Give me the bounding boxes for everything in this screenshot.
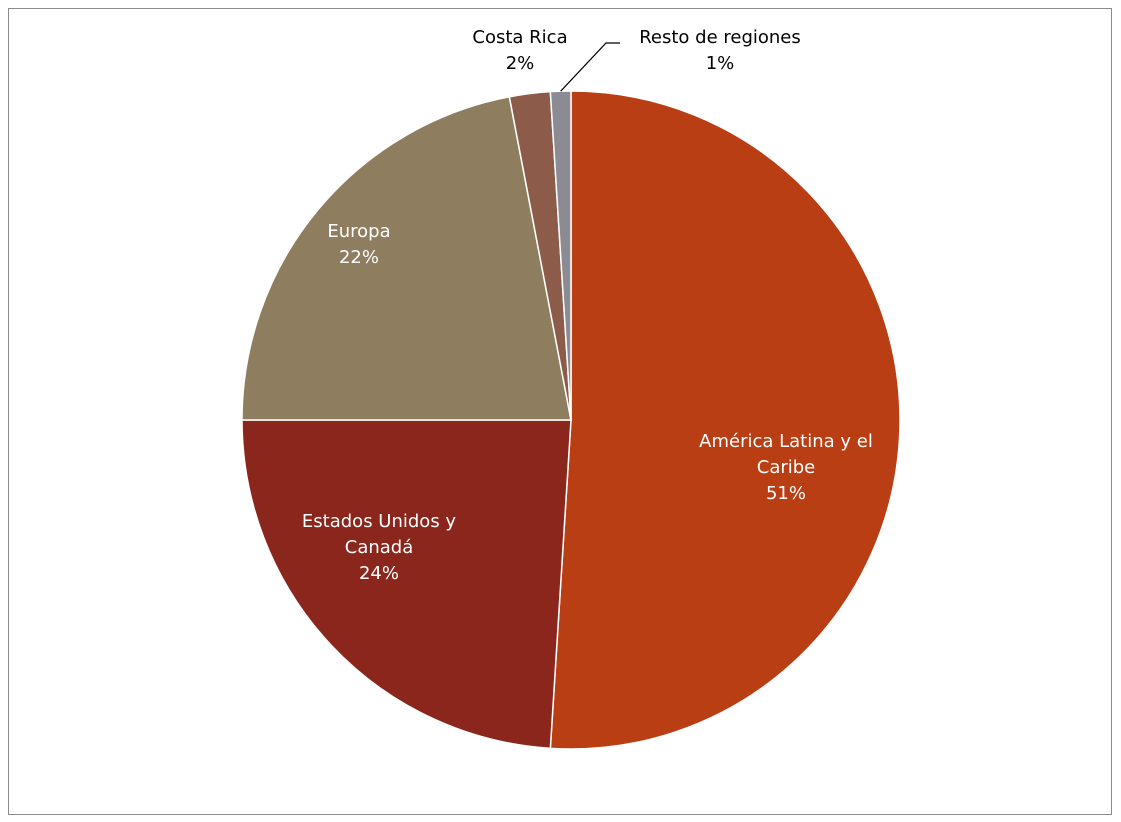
slice-name-label: Estados Unidos y — [302, 511, 456, 532]
leader-lines — [560, 42, 620, 92]
pie-slices — [241, 90, 901, 750]
pie-slice-2 — [241, 95, 572, 421]
slice-label-1: Estados Unidos y Canadá 24% — [302, 511, 456, 584]
slice-value-label: 1% — [706, 53, 735, 74]
pie-slice-1 — [241, 419, 572, 750]
slice-label-2: Europa 22% — [327, 221, 390, 268]
pie-slice-0 — [549, 90, 901, 750]
slice-name-label: Resto de regiones — [639, 27, 801, 48]
slice-name-label: América Latina y el — [699, 431, 873, 452]
slice-label-0: América Latina y el Caribe 51% — [699, 431, 873, 504]
slice-name-label: Costa Rica — [472, 27, 567, 48]
slice-value-label: 22% — [339, 247, 379, 268]
slice-label-4: Resto de regiones 1% — [639, 27, 801, 74]
slice-value-label: 24% — [359, 563, 399, 584]
slice-name-label: Canadá — [345, 537, 414, 558]
leader-line — [560, 42, 620, 92]
slice-value-label: 2% — [506, 53, 535, 74]
slice-label-3: Costa Rica 2% — [472, 27, 567, 74]
slice-name-label: Caribe — [757, 457, 816, 478]
slice-value-label: 51% — [766, 483, 806, 504]
slice-labels: América Latina y el Caribe 51% Estados Unid… — [302, 27, 873, 584]
slice-name-label: Europa — [327, 221, 390, 242]
